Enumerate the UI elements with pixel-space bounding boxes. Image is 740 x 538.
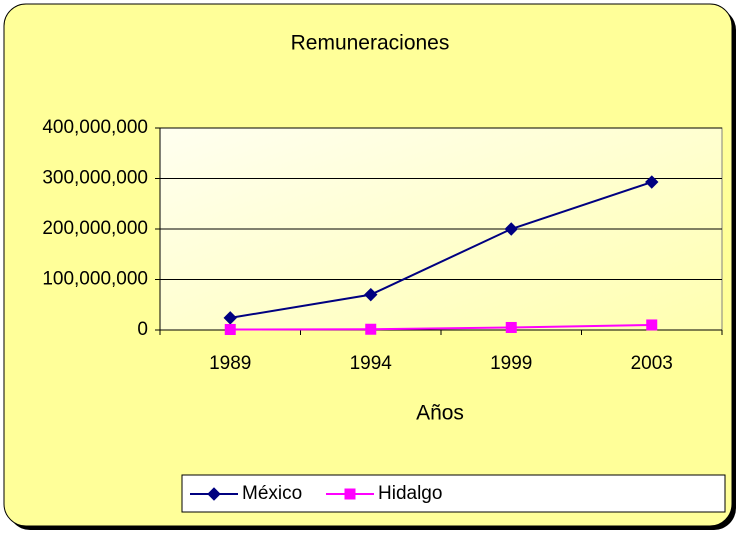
x-axis-label: Años — [416, 402, 464, 425]
data-point — [365, 323, 377, 335]
legend — [181, 474, 726, 513]
x-tick-label: 1999 — [490, 353, 532, 374]
y-tick-label: 300,000,000 — [42, 168, 148, 189]
data-point — [504, 222, 518, 236]
data-point — [645, 175, 659, 189]
data-point — [223, 311, 237, 325]
y-tick-label: 0 — [137, 319, 148, 340]
y-tick-label: 200,000,000 — [42, 218, 148, 239]
y-tick-label: 100,000,000 — [42, 269, 148, 290]
data-point — [364, 287, 378, 302]
x-tick-label: 1994 — [350, 353, 393, 374]
series-line — [230, 323, 652, 331]
x-tick-label: 1989 — [209, 353, 251, 374]
x-tick-label: 2003 — [631, 353, 673, 374]
legend-marker — [207, 487, 221, 501]
legend-marker — [344, 488, 356, 500]
legend-label: Hidalgo — [378, 483, 442, 504]
data-point — [505, 321, 517, 333]
y-tick-label: 400,000,000 — [42, 117, 148, 138]
chart-title: Remuneraciones — [291, 32, 450, 55]
data-point — [646, 319, 658, 331]
legend-label: México — [242, 483, 302, 504]
series-line — [230, 181, 653, 319]
data-point — [224, 323, 236, 335]
